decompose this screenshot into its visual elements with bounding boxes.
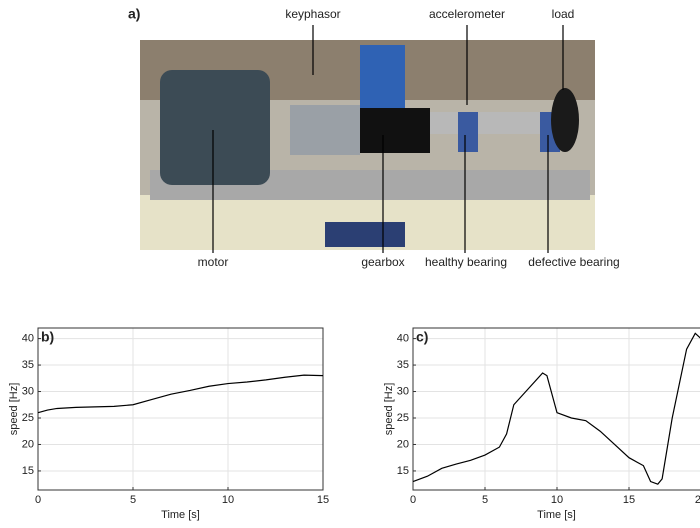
photo [140, 40, 595, 250]
y-axis-label: speed [Hz] [383, 383, 395, 436]
photo-bearing-1 [458, 112, 478, 152]
y-tick-label: 35 [22, 359, 34, 371]
x-axis-label: Time [s] [161, 509, 200, 521]
y-tick-label: 40 [22, 332, 34, 344]
x-tick-label: 5 [482, 494, 488, 506]
photo-label: gearbox [361, 255, 404, 269]
photo-label: defective bearing [528, 255, 619, 269]
y-axis-label: speed [Hz] [8, 383, 20, 436]
x-tick-label: 15 [317, 494, 329, 506]
photo-shaft [430, 112, 550, 134]
photo-label: keyphasor [285, 7, 340, 21]
y-tick-label: 20 [397, 438, 409, 450]
y-tick-label: 30 [22, 385, 34, 397]
y-tick-label: 40 [397, 332, 409, 344]
y-tick-label: 15 [397, 465, 409, 477]
photo-gearbox [360, 108, 430, 153]
x-tick-label: 20 [695, 494, 700, 506]
plot-area [38, 328, 323, 490]
photo-label: load [552, 7, 575, 21]
y-tick-label: 15 [22, 465, 34, 477]
x-tick-label: 10 [551, 494, 563, 506]
y-tick-label: 25 [22, 412, 34, 424]
x-tick-label: 0 [410, 494, 416, 506]
x-tick-label: 15 [623, 494, 635, 506]
x-axis-label: Time [s] [537, 509, 576, 521]
panel-label: a) [128, 6, 140, 22]
photo-label: healthy bearing [425, 255, 507, 269]
figure: a) keyphasor accelerometer load motor ge… [0, 0, 700, 528]
y-tick-label: 35 [397, 359, 409, 371]
x-tick-label: 10 [222, 494, 234, 506]
photo-motor [160, 70, 270, 185]
photo-load [551, 88, 579, 152]
photo-label: motor [198, 255, 229, 269]
photo-blue-motor [360, 45, 405, 115]
panel-label: b) [41, 329, 54, 345]
panel-label: c) [416, 329, 428, 345]
y-tick-label: 30 [397, 385, 409, 397]
y-tick-label: 20 [22, 438, 34, 450]
x-tick-label: 0 [35, 494, 41, 506]
x-tick-label: 5 [130, 494, 136, 506]
photo-coupling [290, 105, 360, 155]
photo-label: accelerometer [429, 7, 505, 21]
y-tick-label: 25 [397, 412, 409, 424]
photo-sign [325, 222, 405, 247]
